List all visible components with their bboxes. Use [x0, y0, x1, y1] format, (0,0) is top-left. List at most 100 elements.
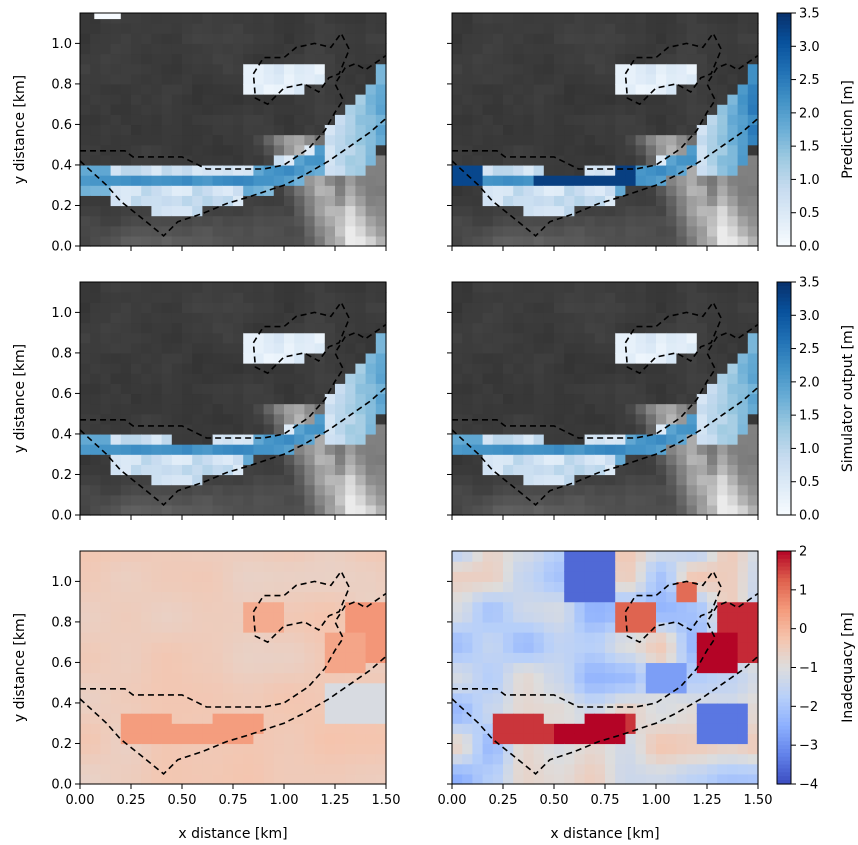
- colorbar-segment: [777, 570, 791, 575]
- heatmap-cell: [727, 743, 739, 755]
- heatmap-cell: [273, 393, 285, 405]
- heatmap-cell: [324, 423, 336, 435]
- heatmap-cell: [564, 114, 575, 126]
- colorbar-tick-label: 2: [799, 545, 807, 560]
- heatmap-cell: [243, 144, 254, 156]
- heatmap-cell: [324, 611, 336, 623]
- heatmap-cell: [182, 591, 193, 603]
- heatmap-cell: [605, 83, 616, 95]
- heatmap-cell: [472, 591, 484, 603]
- heatmap-cell: [503, 591, 514, 603]
- heatmap-cell: [656, 73, 667, 85]
- heatmap-cell: [615, 154, 626, 166]
- heatmap-cell: [80, 581, 91, 593]
- heatmap-cell: [273, 282, 285, 293]
- heatmap-cell: [747, 621, 759, 633]
- heatmap-cell: [284, 662, 295, 674]
- heatmap-cell: [345, 185, 356, 196]
- heatmap-cell: [100, 632, 112, 643]
- heatmap-cell: [263, 352, 275, 364]
- heatmap-cell: [294, 632, 305, 643]
- heatmap-cell: [182, 611, 193, 623]
- heatmap-cell: [253, 494, 265, 506]
- heatmap-cell: [635, 454, 647, 465]
- heatmap-cell: [90, 114, 101, 126]
- heatmap-cell: [243, 185, 254, 196]
- heatmap-cell: [472, 662, 484, 674]
- heatmap-cell: [523, 621, 535, 633]
- heatmap-cell: [472, 352, 484, 364]
- heatmap-cell: [717, 154, 728, 166]
- heatmap-cell: [533, 611, 545, 623]
- y-tick-label: 1.0: [51, 37, 72, 52]
- heatmap-cell: [543, 302, 555, 313]
- heatmap-cell: [345, 413, 356, 425]
- heatmap-cell: [90, 373, 101, 384]
- heatmap-cell: [707, 342, 718, 354]
- heatmap-cell: [737, 352, 749, 364]
- heatmap-cell: [686, 235, 698, 247]
- colorbar-segment: [777, 452, 791, 458]
- heatmap-cell: [605, 373, 616, 384]
- heatmap-cell: [90, 454, 101, 465]
- heatmap-cell: [294, 225, 305, 237]
- heatmap-cell: [574, 571, 586, 582]
- heatmap-cell: [584, 494, 596, 506]
- heatmap-cell: [151, 175, 163, 186]
- heatmap-cell: [171, 763, 183, 775]
- heatmap-cell: [717, 763, 728, 775]
- heatmap-cell: [676, 464, 688, 476]
- heatmap-cell: [192, 642, 203, 653]
- heatmap-cell: [625, 642, 637, 653]
- heatmap-cell: [90, 672, 101, 684]
- heatmap-cell: [707, 235, 718, 247]
- heatmap-cell: [263, 561, 275, 572]
- heatmap-cell: [161, 444, 173, 455]
- heatmap-cell: [635, 164, 647, 176]
- heatmap-cell: [686, 733, 698, 745]
- heatmap-cell: [284, 504, 295, 516]
- heatmap-cell: [645, 743, 657, 755]
- heatmap-cell: [747, 753, 759, 765]
- heatmap-cell: [564, 611, 575, 623]
- heatmap-cell: [141, 444, 152, 455]
- heatmap-cell: [523, 124, 535, 136]
- colorbar-tick-label: 1.5: [799, 409, 820, 424]
- heatmap-cell: [462, 464, 473, 476]
- heatmap-cell: [462, 702, 473, 714]
- heatmap-cell: [564, 601, 575, 613]
- heatmap-cell: [656, 83, 667, 95]
- heatmap-cell: [161, 692, 173, 704]
- heatmap-cell: [574, 403, 586, 415]
- heatmap-cell: [110, 33, 122, 44]
- heatmap-cell: [304, 342, 316, 354]
- heatmap-cell: [462, 383, 473, 395]
- heatmap-cell: [294, 23, 305, 34]
- heatmap-cell: [605, 124, 616, 136]
- heatmap-cell: [171, 322, 183, 334]
- heatmap-cell: [533, 454, 545, 465]
- heatmap-cell: [747, 561, 759, 572]
- heatmap-cell: [284, 53, 295, 65]
- heatmap-cell: [564, 632, 575, 643]
- heatmap-cell: [202, 692, 214, 704]
- heatmap-cell: [482, 611, 494, 623]
- heatmap-cell: [543, 454, 555, 465]
- heatmap-cell: [574, 124, 586, 136]
- heatmap-cell: [503, 571, 514, 582]
- heatmap-cell: [141, 702, 152, 714]
- heatmap-cell: [717, 73, 728, 85]
- heatmap-cell: [294, 282, 305, 293]
- heatmap-cell: [452, 33, 463, 44]
- heatmap-cell: [110, 444, 122, 455]
- heatmap-cell: [212, 363, 224, 374]
- heatmap-cell: [222, 504, 234, 516]
- heatmap-cell: [574, 164, 586, 176]
- heatmap-cell: [656, 723, 667, 734]
- heatmap-cell: [375, 352, 387, 364]
- heatmap-cell: [747, 144, 759, 156]
- heatmap-cell: [472, 342, 484, 354]
- heatmap-cell: [472, 642, 484, 653]
- heatmap-cell: [80, 551, 91, 562]
- heatmap-cell: [492, 702, 504, 714]
